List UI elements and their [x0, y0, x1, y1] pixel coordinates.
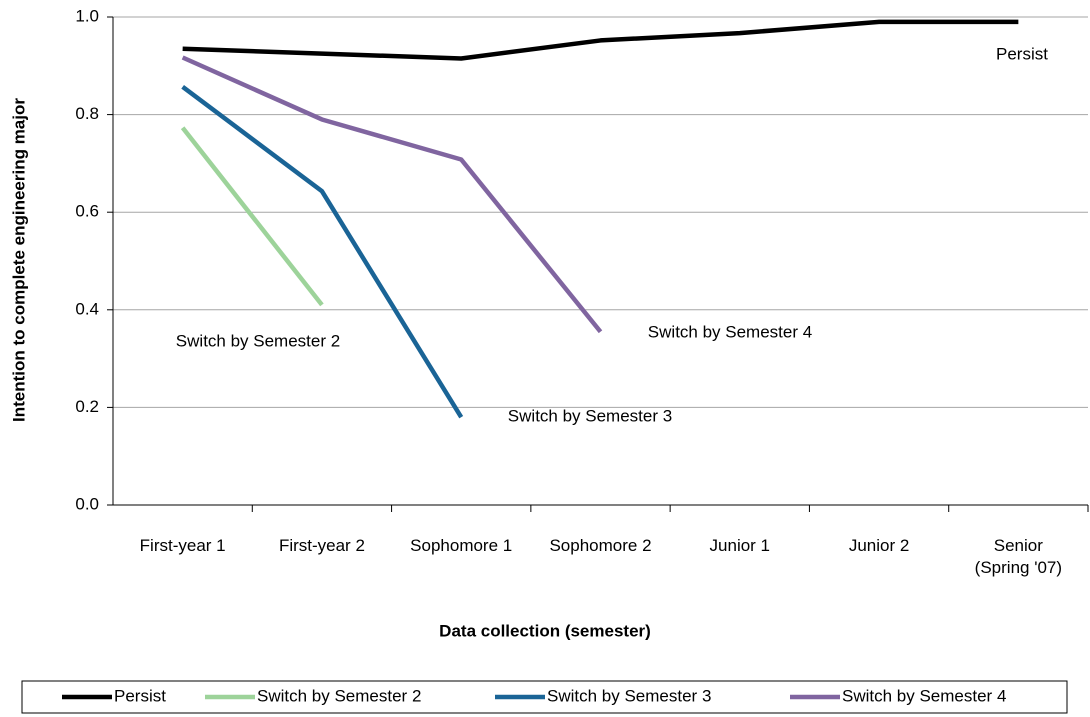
annotation: Switch by Semester 2 — [176, 331, 340, 350]
series-line — [180, 126, 324, 307]
series-line — [181, 55, 603, 334]
x-tick-label: First-year 1 — [139, 536, 226, 555]
legend-box — [21, 680, 1068, 714]
legend-label: Switch by Semester 2 — [257, 686, 421, 705]
annotation: Switch by Semester 4 — [648, 322, 812, 341]
series-line — [181, 84, 464, 419]
x-tick-label: Junior 1 — [709, 536, 771, 555]
y-tick-label: 0.8 — [75, 104, 99, 123]
annotation: Persist — [996, 44, 1048, 63]
y-tick-label: 0.2 — [75, 397, 99, 416]
y-axis-label: Intention to complete engineering major — [9, 98, 28, 422]
series-line — [182, 19, 1019, 61]
y-tick-label: 0.4 — [75, 299, 99, 318]
x-tick-label: Sophomore 2 — [549, 536, 652, 555]
y-tick-label: 0.6 — [75, 202, 99, 221]
y-tick-label: 0.0 — [75, 494, 99, 513]
legend-label: Persist — [114, 686, 166, 705]
y-tick-label: 1.0 — [75, 6, 99, 25]
x-tick-label: Sophomore 1 — [410, 536, 513, 555]
legend-label: Switch by Semester 3 — [547, 686, 711, 705]
x-tick-label: First-year 2 — [278, 536, 365, 555]
x-tick-label: Senior (Spring '07) — [974, 536, 1063, 577]
annotation: Switch by Semester 3 — [508, 406, 672, 425]
x-tick-label: Junior 2 — [848, 536, 910, 555]
x-axis-label: Data collection (semester) — [439, 621, 651, 640]
legend-label: Switch by Semester 4 — [842, 686, 1006, 705]
